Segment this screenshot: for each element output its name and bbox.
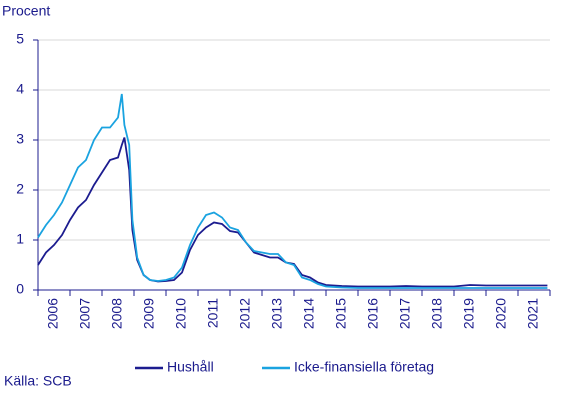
y-axis-label: Procent: [2, 3, 50, 19]
x-tick-label: 2019: [461, 298, 477, 329]
x-tick-label: 2017: [397, 298, 413, 329]
x-tick-label: 2012: [237, 298, 253, 329]
x-tick-label: 2018: [429, 298, 445, 329]
y-tick-label: 2: [16, 181, 24, 197]
legend-label: Hushåll: [167, 359, 214, 375]
x-tick-label: 2015: [333, 298, 349, 329]
y-tick-label: 5: [16, 31, 24, 47]
source: Källa: SCB: [4, 373, 72, 389]
x-tick-label: 2010: [173, 298, 189, 329]
x-tick-label: 2009: [141, 298, 157, 329]
y-tick-label: 4: [16, 81, 24, 97]
x-tick-label: 2011: [205, 298, 221, 328]
y-tick-label: 0: [16, 281, 24, 297]
x-tick-label: 2008: [109, 298, 125, 329]
series-line: [37, 137, 548, 288]
x-tick-label: 2020: [493, 298, 509, 329]
x-tick-label: 2014: [301, 298, 317, 329]
x-tick-label: 2007: [77, 298, 93, 329]
y-tick-label: 1: [16, 231, 24, 247]
series-line: [37, 93, 548, 289]
y-tick-label: 3: [16, 131, 24, 147]
x-tick-label: 2021: [525, 298, 541, 329]
x-tick-label: 2016: [365, 298, 381, 329]
x-tick-label: 2013: [269, 298, 285, 329]
legend-label: Icke-finansiella företag: [294, 359, 434, 375]
x-tick-label: 2006: [45, 298, 61, 329]
